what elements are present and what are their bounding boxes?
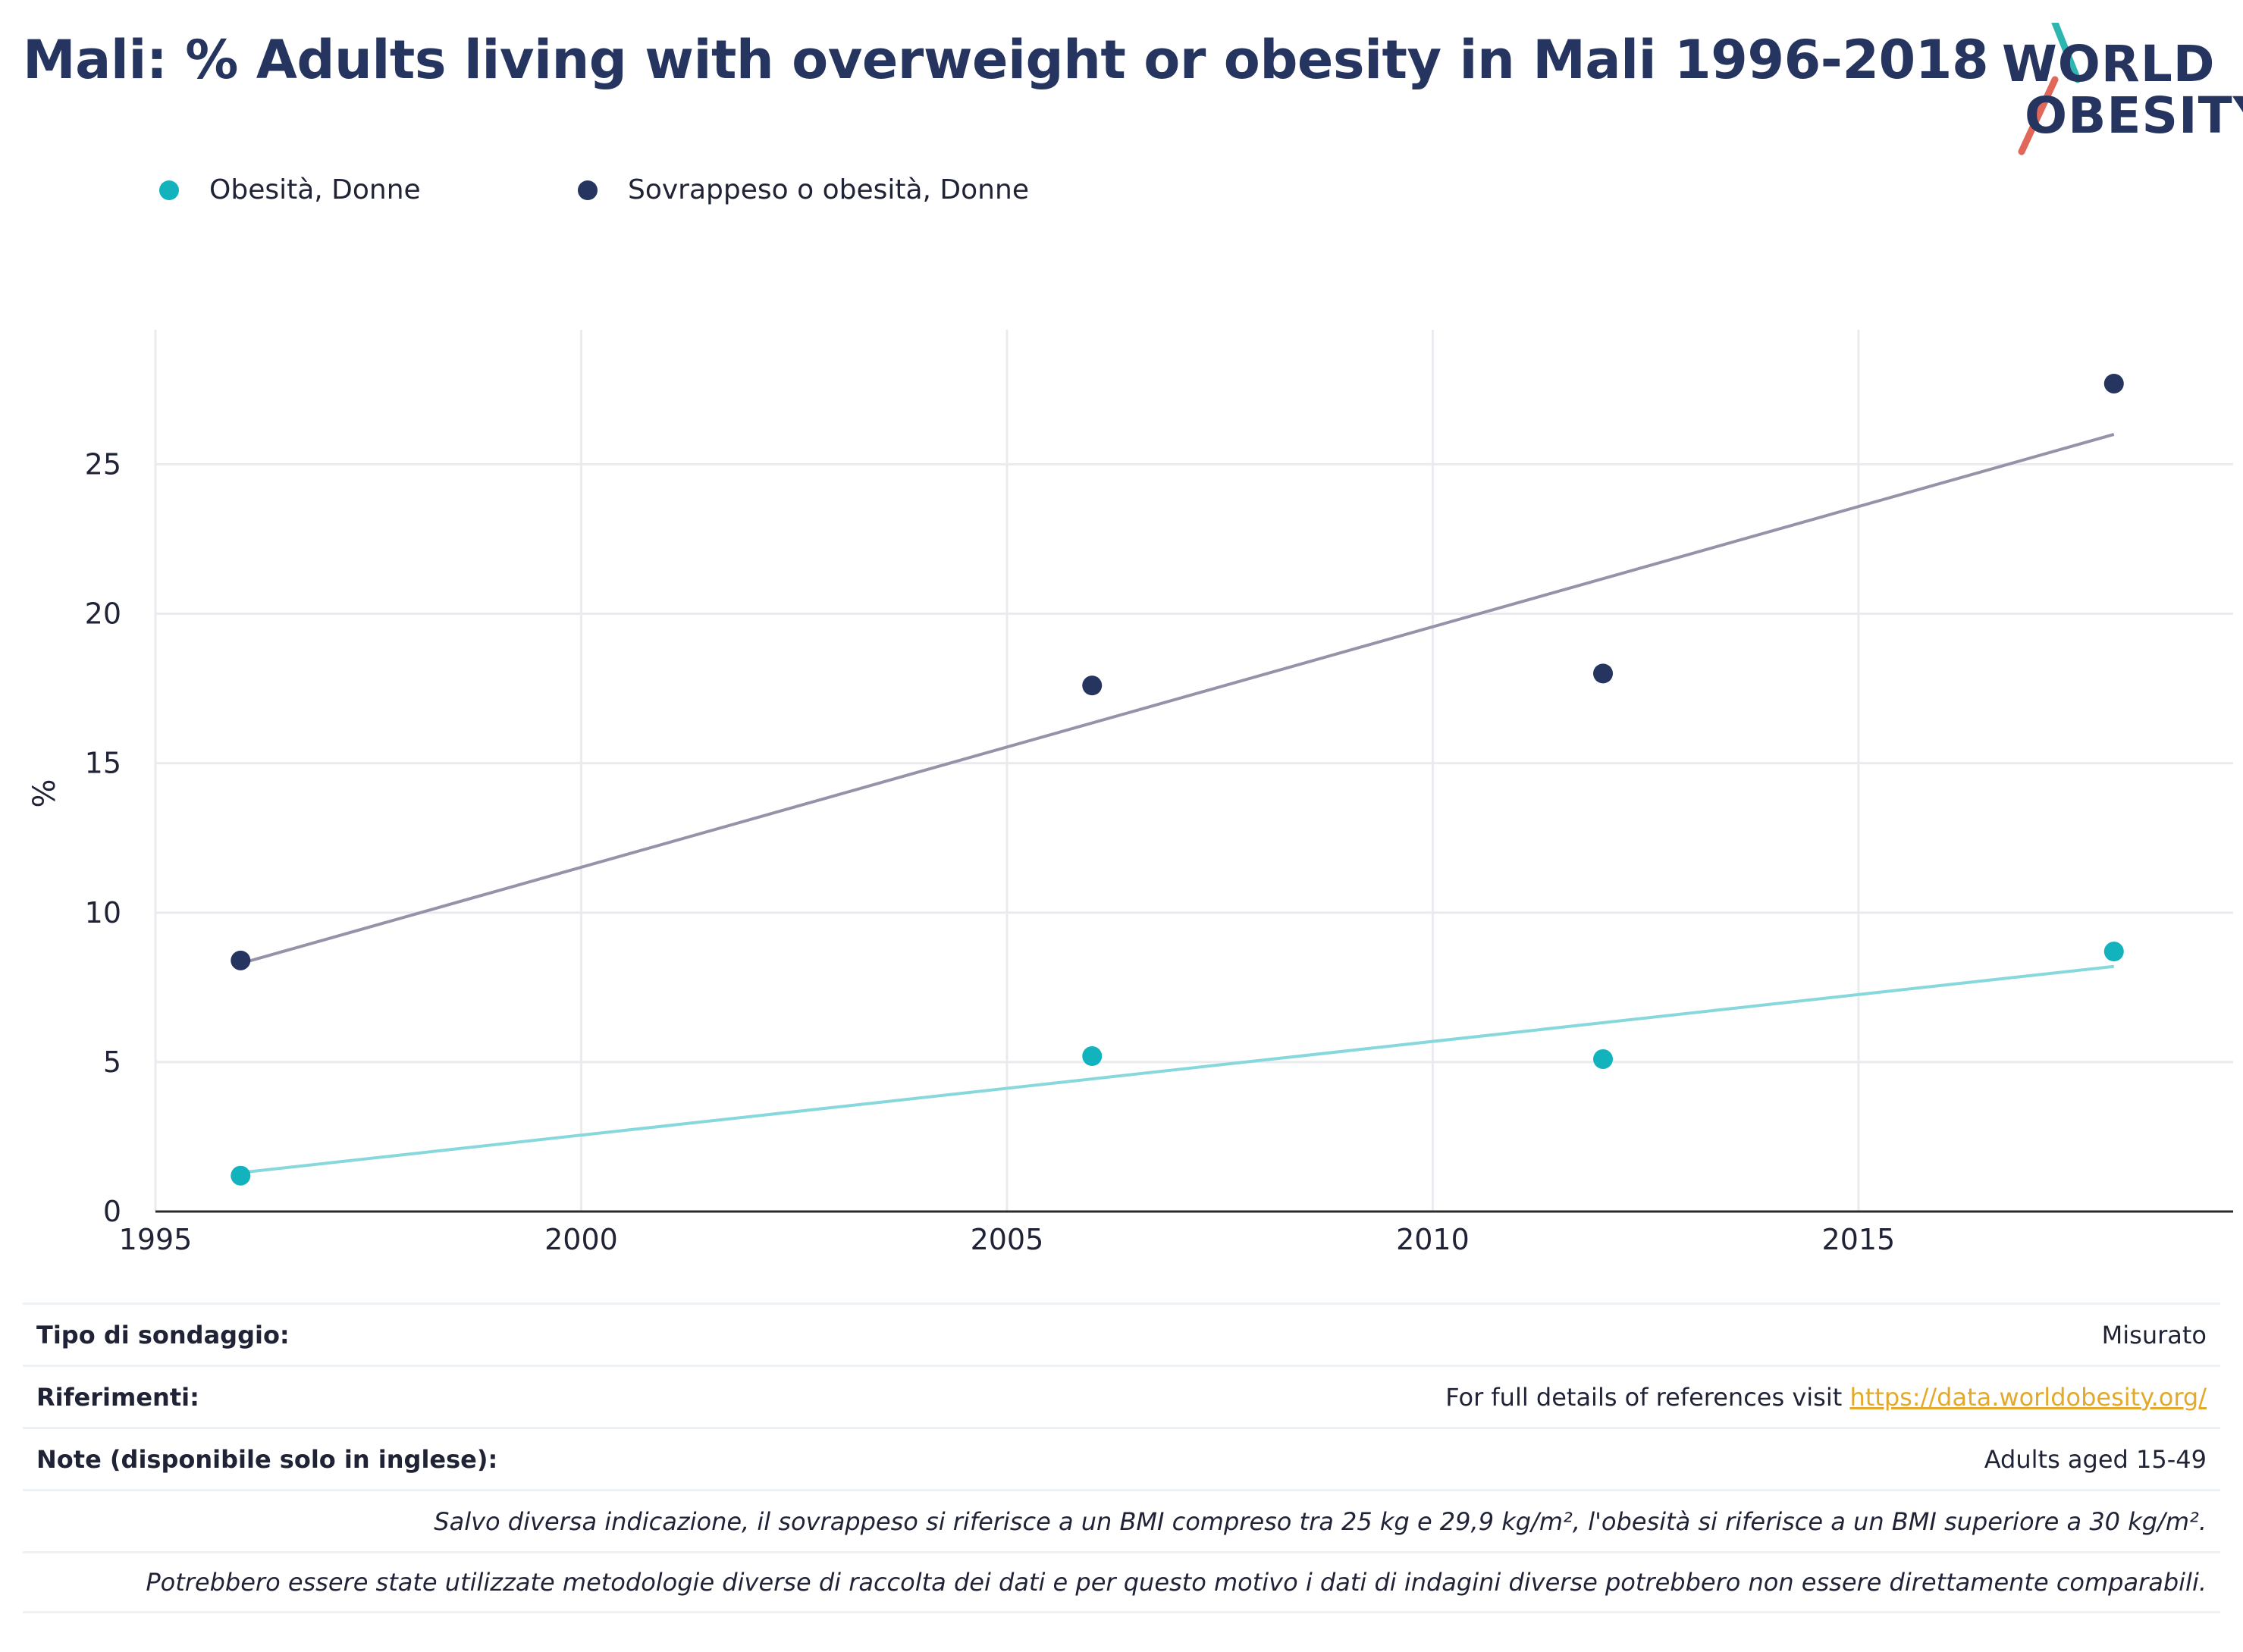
- x-tick-label: 2015: [1822, 1223, 1896, 1256]
- methods-note: Potrebbero essere state utilizzate metod…: [146, 1568, 2207, 1597]
- data-point-series-1: [1082, 676, 1103, 696]
- y-axis-title: %: [27, 779, 62, 807]
- logo-line-2: OBESITY: [2025, 86, 2243, 145]
- logo-line-1: WORLD: [2002, 35, 2216, 93]
- footer-row-bmi-note: Salvo diversa indicazione, il sovrappeso…: [23, 1489, 2220, 1551]
- survey-type-label: Tipo di sondaggio:: [36, 1320, 290, 1349]
- y-tick-label: 15: [85, 747, 121, 780]
- bmi-note: Salvo diversa indicazione, il sovrappeso…: [434, 1506, 2207, 1536]
- y-tick-label: 10: [85, 896, 121, 929]
- x-tick-label: 2010: [1396, 1223, 1470, 1256]
- y-tick-label: 25: [85, 447, 121, 481]
- data-point-series-0: [1082, 1045, 1103, 1066]
- data-point-series-1: [231, 950, 251, 970]
- legend-label-obesity: Obesità, Donne: [209, 174, 421, 205]
- x-tick-label: 2000: [544, 1223, 618, 1256]
- chart-title: Mali: % Adults living with overweight or…: [23, 29, 1989, 91]
- legend-marker-overweight: [578, 180, 598, 200]
- legend-item-overweight[interactable]: Sovrappeso o obesità, Donne: [578, 174, 1029, 205]
- x-tick-label: 1995: [119, 1223, 193, 1256]
- references-text: For full details of references visit: [1445, 1382, 1850, 1412]
- survey-type-value: Misurato: [2101, 1320, 2207, 1349]
- notes-label: Note (disponibile solo in inglese):: [36, 1444, 498, 1474]
- footer-row-methods-note: Potrebbero essere state utilizzate metod…: [23, 1551, 2220, 1613]
- chart-footer: Tipo di sondaggio: Misurato Riferimenti:…: [23, 1302, 2220, 1613]
- trend-line-series-0: [240, 964, 2115, 1174]
- data-point-series-0: [231, 1165, 251, 1186]
- footer-row-survey: Tipo di sondaggio: Misurato: [23, 1302, 2220, 1365]
- data-point-series-0: [2103, 942, 2124, 962]
- references-value: For full details of references visit htt…: [1445, 1383, 2207, 1412]
- data-point-series-1: [1593, 663, 1614, 684]
- y-tick-label: 20: [85, 597, 121, 631]
- legend-marker-obesity: [159, 180, 179, 200]
- references-link[interactable]: https://data.worldobesity.org/: [1849, 1382, 2207, 1412]
- notes-value: Adults aged 15-49: [1984, 1444, 2207, 1474]
- logo-slash-icon: [2018, 23, 2081, 155]
- legend-item-obesity[interactable]: Obesità, Donne: [159, 174, 421, 205]
- data-point-series-1: [2103, 373, 2124, 393]
- legend-label-overweight: Sovrappeso o obesità, Donne: [628, 174, 1029, 205]
- references-label: Riferimenti:: [36, 1382, 199, 1412]
- y-tick-label: 0: [103, 1195, 121, 1228]
- footer-row-notes: Note (disponibile solo in inglese): Adul…: [23, 1427, 2220, 1489]
- x-tick-label: 2005: [971, 1223, 1044, 1256]
- data-point-series-0: [1593, 1049, 1614, 1069]
- footer-row-references: Riferimenti: For full details of referen…: [23, 1365, 2220, 1427]
- trend-line-series-1: [240, 433, 2115, 965]
- scatter-chart: 0 5 10 15 20 25 1995 2000 2005 2010 2015%: [27, 330, 2233, 1256]
- world-obesity-logo: WORLD OBESITY: [1979, 23, 2243, 159]
- y-tick-label: 5: [103, 1045, 121, 1079]
